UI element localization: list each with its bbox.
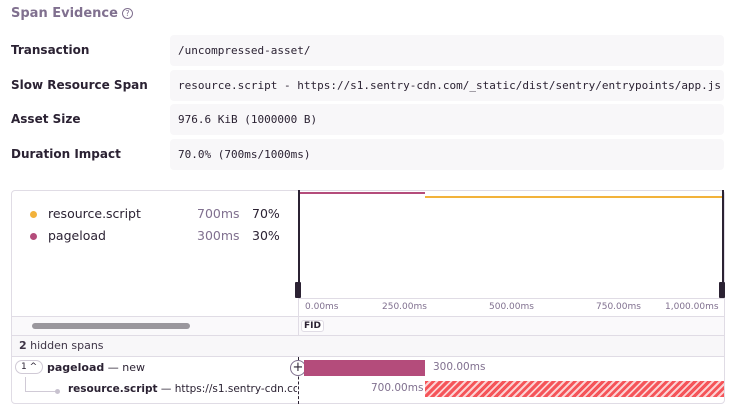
- minimap-left-handle-line: [298, 190, 300, 298]
- minimap-right-handle[interactable]: [719, 282, 725, 298]
- legend-dot-icon: [30, 211, 37, 218]
- span-duration: 700.00ms: [371, 382, 424, 394]
- span-duration: 300.00ms: [433, 361, 486, 373]
- span-op: pageload: [47, 361, 105, 374]
- legend-name: pageload: [48, 228, 106, 243]
- fid-marker[interactable]: FID: [301, 320, 324, 332]
- section-title-text: Span Evidence: [11, 6, 118, 21]
- value-transaction: /uncompressed-asset/: [170, 35, 724, 66]
- span-dot-icon: [55, 389, 60, 394]
- value-asset-size: 976.6 KiB (1000000 B): [170, 104, 724, 135]
- axis-tick-label: 1,000.00ms: [665, 302, 719, 312]
- label-transaction: Transaction: [11, 43, 90, 57]
- minimap-span-pageload: [300, 192, 425, 194]
- legend-percent: 70%: [252, 206, 280, 221]
- axis-tick-label: 250.00ms: [382, 302, 427, 312]
- span-bar-resource-script[interactable]: [425, 381, 724, 397]
- minimap-span-resource-script: [425, 196, 722, 198]
- legend-dot-icon: [30, 233, 37, 240]
- question-circle-icon[interactable]: ?: [121, 8, 133, 19]
- hidden-spans-row[interactable]: [12, 336, 724, 357]
- chevron-up-icon: ^: [29, 362, 38, 372]
- axis-line: [298, 298, 724, 299]
- hidden-spans-text[interactable]: 2 hidden spans: [19, 339, 104, 352]
- divider-line[interactable]: [298, 357, 299, 404]
- legend-item-resource-script: resource.script: [30, 206, 141, 221]
- span-desc: https://s1.sentry-cdn.com/: [174, 383, 297, 395]
- axis-tick-label: 500.00ms: [489, 302, 534, 312]
- legend-item-pageload: pageload: [30, 228, 106, 243]
- axis-tick-label: 0.00ms: [305, 302, 339, 312]
- value-duration-impact: 70.0% (700ms/1000ms): [170, 139, 724, 170]
- legend-duration: 700ms: [197, 206, 240, 221]
- span-op: resource.script: [68, 383, 158, 395]
- legend-name: resource.script: [48, 206, 141, 221]
- span-toggle-button[interactable]: 1 ^: [15, 360, 44, 374]
- span-desc: new: [122, 361, 146, 374]
- tree-connector: [25, 391, 57, 392]
- axis-tick-label: 750.00ms: [596, 302, 641, 312]
- label-slow-resource-span: Slow Resource Span: [11, 78, 148, 92]
- section-title: Span Evidence?: [11, 6, 133, 21]
- label-asset-size: Asset Size: [11, 112, 81, 126]
- span-bar-pageload[interactable]: [304, 360, 425, 376]
- value-slow-resource-span: resource.script - https://s1.sentry-cdn.…: [170, 70, 724, 101]
- divider: [298, 316, 299, 336]
- span-row-resource-script[interactable]: resource.script — https://s1.sentry-cdn.…: [68, 383, 297, 395]
- span-row-pageload[interactable]: pageload — new: [47, 361, 146, 374]
- tree-connector: [25, 377, 26, 392]
- minimap-right-handle-line: [722, 190, 724, 298]
- hidden-spans-count: 2: [19, 339, 27, 352]
- legend-percent: 30%: [252, 228, 280, 243]
- horizontal-scrollbar[interactable]: [32, 323, 190, 329]
- scroll-row: [12, 316, 724, 336]
- child-count: 1: [21, 362, 27, 372]
- legend-duration: 300ms: [197, 228, 240, 243]
- hidden-spans-label: hidden spans: [30, 339, 104, 352]
- minimap-left-handle[interactable]: [295, 282, 301, 298]
- label-duration-impact: Duration Impact: [11, 147, 121, 161]
